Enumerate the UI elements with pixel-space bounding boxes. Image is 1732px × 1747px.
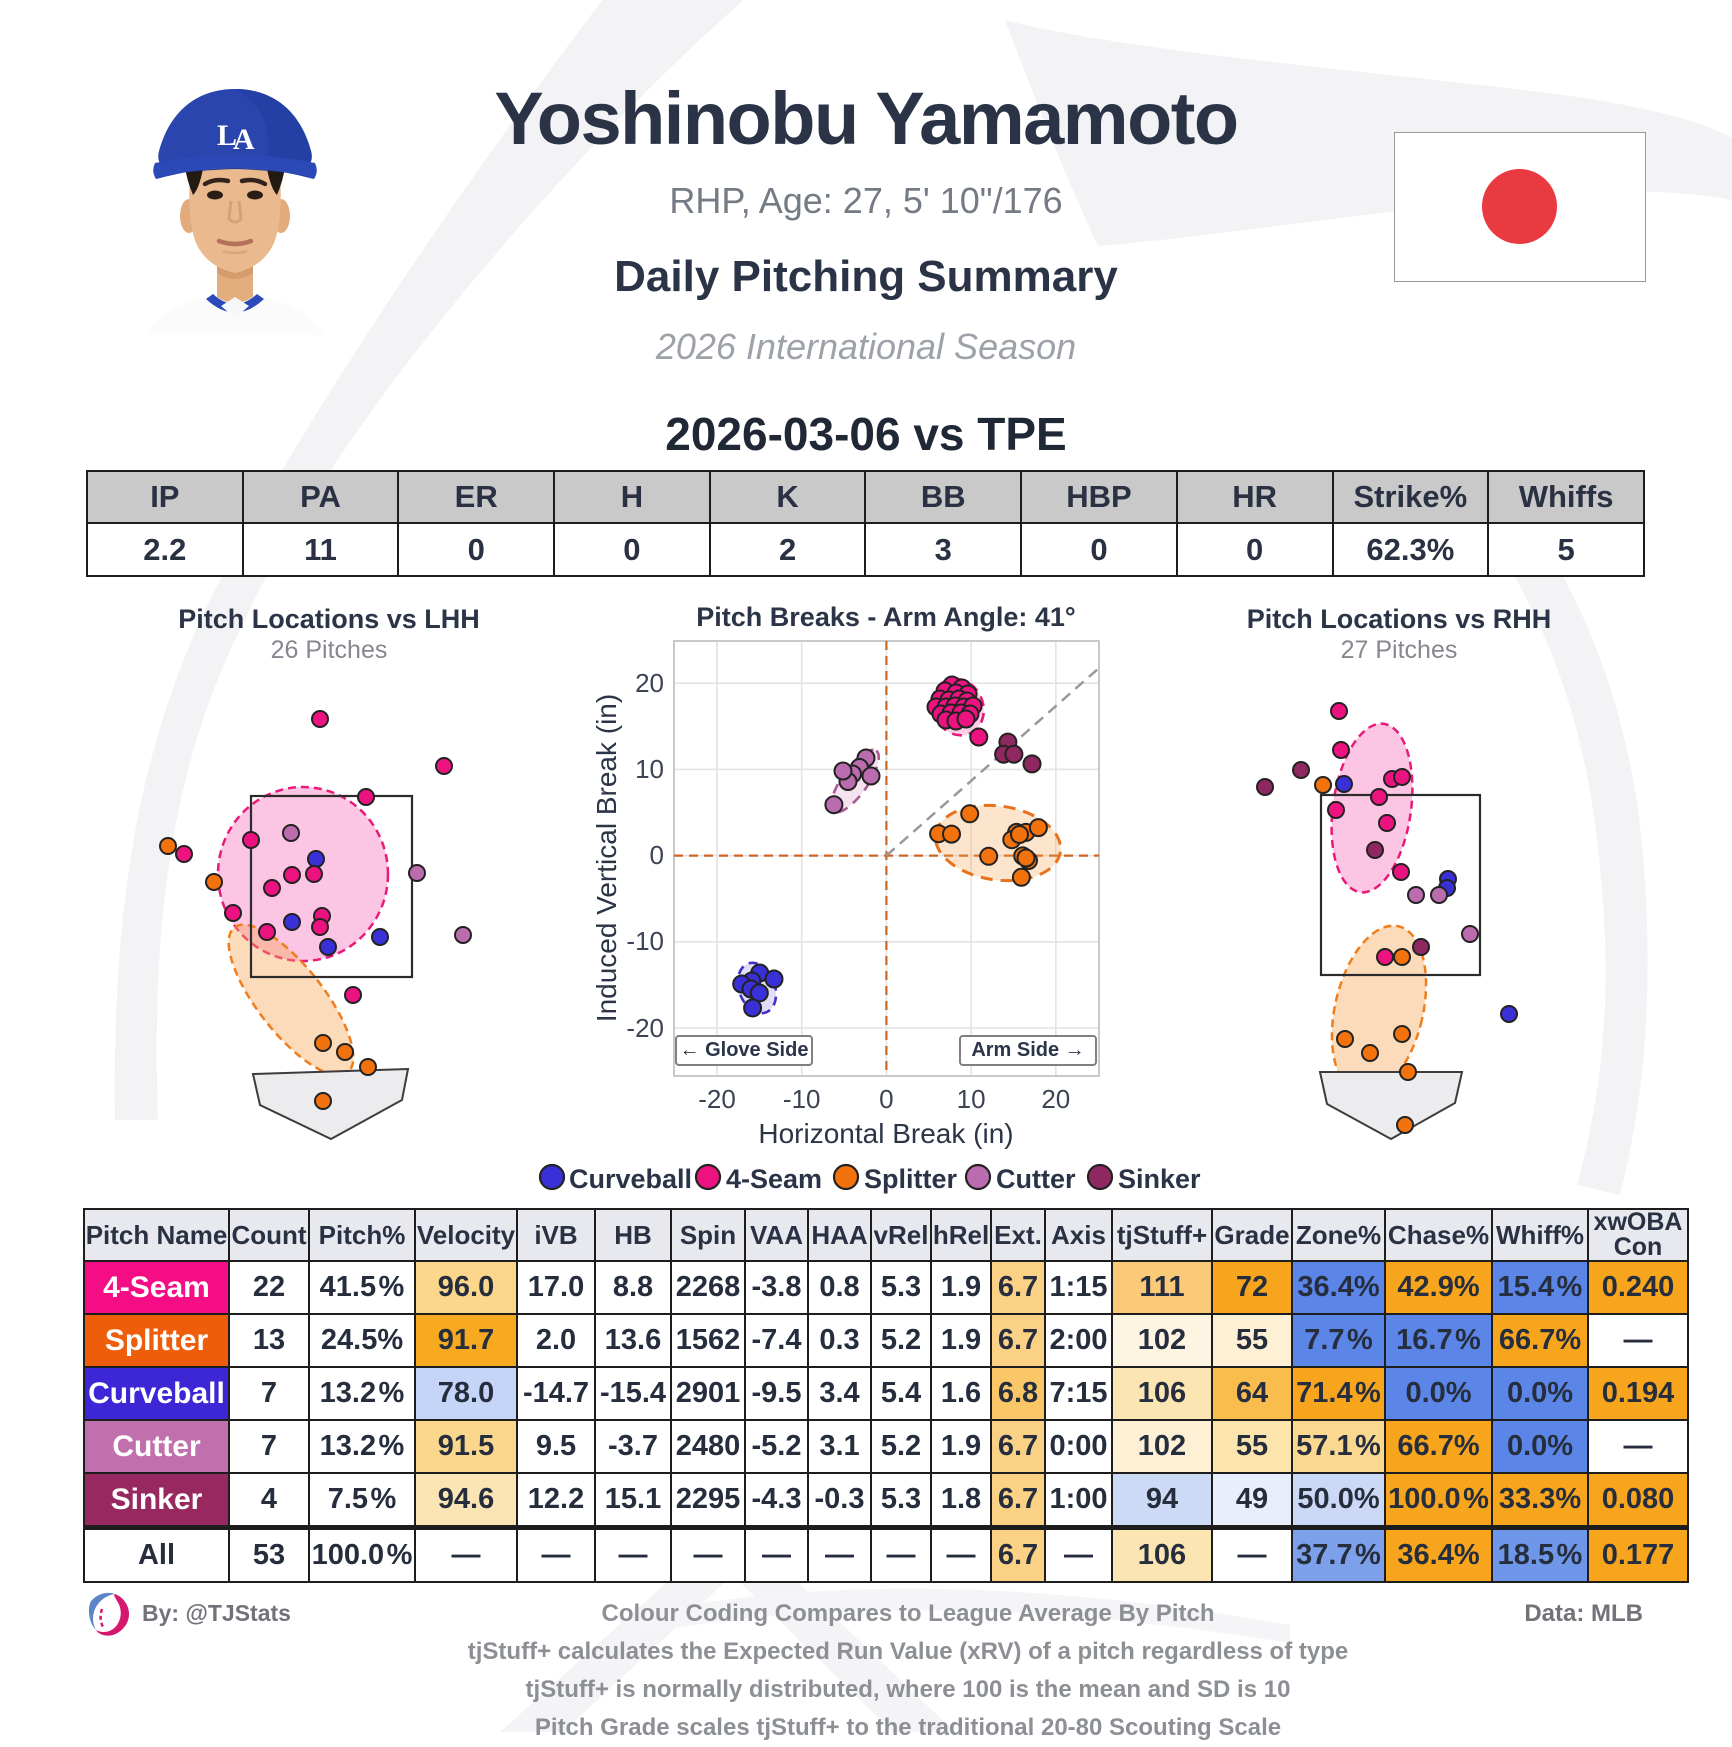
- svg-text:Sinker: Sinker: [1118, 1164, 1201, 1194]
- svg-text:20: 20: [1041, 1084, 1070, 1114]
- svg-text:Arm Side →: Arm Side →: [971, 1039, 1084, 1061]
- svg-text:Pitch Breaks - Arm Angle: 41°: Pitch Breaks - Arm Angle: 41°: [696, 602, 1075, 632]
- svg-text:4-Seam: 4-Seam: [726, 1164, 822, 1194]
- svg-text:10: 10: [635, 754, 664, 784]
- svg-text:-20: -20: [698, 1084, 736, 1114]
- svg-text:Splitter: Splitter: [864, 1164, 958, 1194]
- svg-text:20: 20: [635, 668, 664, 698]
- svg-text:Pitch Locations vs RHH: Pitch Locations vs RHH: [1247, 604, 1552, 634]
- svg-text:-20: -20: [626, 1013, 664, 1043]
- svg-text:Induced Vertical Break (in): Induced Vertical Break (in): [591, 694, 622, 1022]
- svg-text:10: 10: [957, 1084, 986, 1114]
- svg-text:-10: -10: [626, 926, 664, 956]
- svg-text:← Glove Side: ← Glove Side: [680, 1039, 809, 1061]
- svg-text:0: 0: [879, 1084, 893, 1114]
- svg-text:27 Pitches: 27 Pitches: [1341, 636, 1458, 664]
- svg-text:0: 0: [650, 840, 664, 870]
- svg-text:Horizontal Break (in): Horizontal Break (in): [758, 1118, 1013, 1149]
- svg-text:-10: -10: [783, 1084, 821, 1114]
- svg-text:26 Pitches: 26 Pitches: [271, 636, 388, 664]
- svg-text:L: L: [217, 119, 237, 152]
- svg-text:A: A: [233, 123, 255, 156]
- svg-text:Curveball: Curveball: [569, 1164, 692, 1194]
- svg-text:Pitch Locations vs LHH: Pitch Locations vs LHH: [178, 604, 480, 634]
- svg-text:Cutter: Cutter: [996, 1164, 1076, 1194]
